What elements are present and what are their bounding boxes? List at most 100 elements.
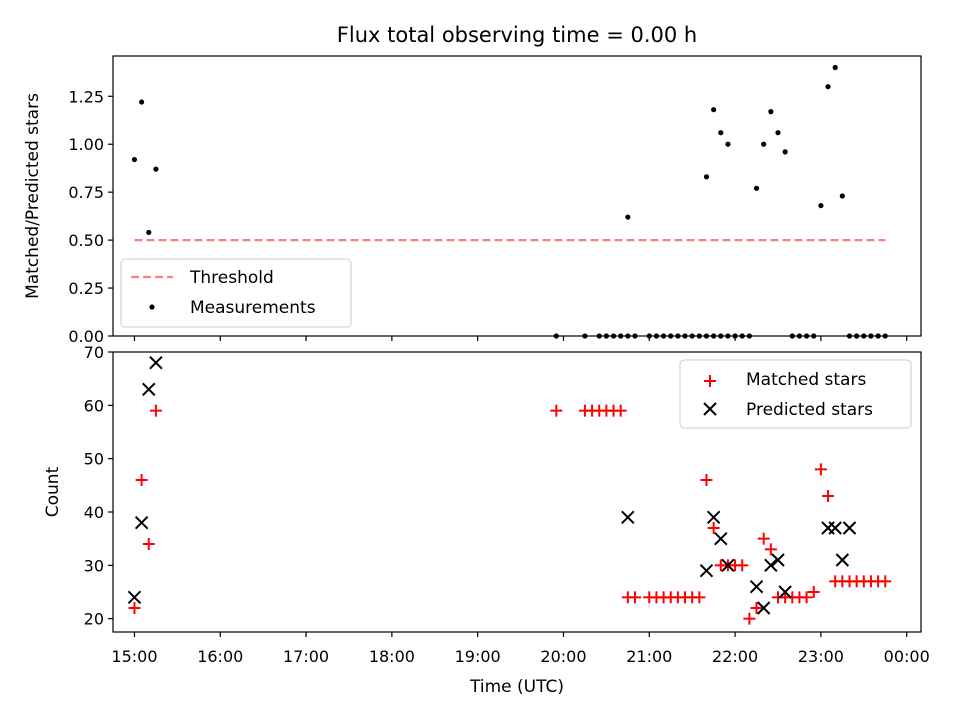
x-tick-label: 21:00: [626, 647, 672, 666]
measurement-point: [753, 185, 760, 191]
y-tick-label: 0.75: [68, 183, 104, 202]
measurement-point: [625, 214, 631, 220]
legend-predicted-label: Predicted stars: [746, 400, 873, 420]
predicted-marker-b: [134, 515, 149, 530]
matched-star-marker: [614, 404, 627, 417]
predicted-star-marker: [778, 585, 792, 599]
predicted-star-marker: [699, 563, 714, 578]
predicted-star-marker: [721, 558, 735, 573]
x-tick-label: 23:00: [798, 647, 844, 666]
legend-matched-swatch: [704, 375, 716, 387]
bottom-plot-area: [127, 355, 892, 625]
predicted-star-marker: [149, 355, 163, 370]
top-legend: Threshold Measurements: [120, 258, 352, 328]
bottom-legend-box: [679, 359, 912, 429]
top-panel: 0.00 0.25 0.50 0.75 1.00 1.25 Matched/Predict…: [23, 55, 922, 346]
measurement-point: [703, 174, 710, 180]
predicted-star-marker: [756, 601, 771, 615]
x-tick-label: 22:00: [712, 647, 758, 666]
matched-star-marker: [135, 474, 148, 486]
predicted-marker-b: [764, 558, 778, 573]
legend-measurements-label: Measurements: [190, 298, 316, 318]
matched-star-marker: [800, 591, 813, 604]
measurement-point: [718, 130, 724, 136]
y-tick-label: 70: [84, 343, 104, 362]
y-tick-label: 30: [84, 556, 104, 575]
measurement-point: [768, 109, 774, 115]
measurement-point: [825, 84, 831, 90]
predicted-star-marker: [127, 590, 142, 605]
top-y-ticks: 0.00 0.25 0.50 0.75 1.00 1.25: [68, 87, 113, 346]
x-tick-label: 15:00: [111, 647, 157, 666]
y-tick-label: 50: [84, 450, 104, 469]
predicted-marker-b: [149, 355, 163, 370]
matched-star-marker: [550, 404, 563, 417]
matched-star-marker: [879, 575, 892, 588]
predicted-marker-b: [621, 510, 635, 525]
y-tick-label: 0.50: [68, 231, 104, 250]
y-tick-label: 1.25: [68, 87, 104, 106]
measurement-point: [146, 229, 152, 236]
matched-star-marker: [700, 474, 713, 486]
matched-star-marker: [750, 602, 763, 614]
matched-star-marker: [736, 559, 749, 572]
predicted-marker-b: [842, 521, 857, 535]
measurement-point: [139, 99, 145, 105]
predicted-marker-b: [778, 585, 792, 599]
measurement-point: [782, 149, 788, 155]
matched-star-marker: [743, 612, 756, 625]
x-tick-label: 00:00: [884, 647, 930, 666]
measurement-point: [775, 130, 781, 136]
matched-star-marker: [149, 404, 162, 417]
y-tick-label: 0.25: [68, 279, 104, 298]
predicted-marker-b: [714, 531, 728, 546]
x-tick-label: 16:00: [197, 647, 243, 666]
predicted-star-marker: [835, 553, 850, 567]
matched-star-marker: [128, 602, 141, 614]
predicted-marker-b: [749, 579, 764, 594]
measurement-point: [711, 107, 717, 113]
matched-star-marker: [693, 591, 706, 604]
predicted-marker-b: [771, 553, 785, 567]
bottom-y-axis-label: Count: [43, 466, 63, 517]
y-tick-label: 40: [84, 503, 104, 522]
matched-star-marker: [757, 532, 770, 545]
legend-matched-label: Matched stars: [746, 370, 866, 390]
measurement-point: [832, 64, 838, 71]
bottom-y-ticks: 20 30 40 50 60 70: [84, 343, 113, 629]
x-tick-label: 20:00: [540, 647, 586, 666]
x-tick-label: 17:00: [283, 647, 329, 666]
top-y-axis-label: Matched/Predicted stars: [23, 93, 43, 299]
chart-title: Flux total observing time = 0.00 h: [337, 23, 697, 47]
x-tick-label: 18:00: [369, 647, 415, 666]
predicted-marker-b: [721, 558, 735, 573]
y-tick-label: 20: [84, 610, 104, 629]
y-tick-label: 60: [84, 396, 104, 415]
bottom-panel: 20 30 40 50 60 70 15:00 16:00 17:00 18:00 19:00 20…: [43, 343, 930, 697]
predicted-star-marker: [771, 553, 785, 567]
measurement-point: [725, 141, 731, 147]
top-axes-frame: [112, 55, 922, 337]
predicted-marker-b: [699, 563, 714, 578]
predicted-star-marker: [134, 515, 149, 530]
predicted-star-marker: [142, 382, 156, 397]
y-tick-label: 0.00: [68, 327, 104, 346]
x-axis-label: Time (UTC): [469, 677, 564, 697]
bottom-axes-frame: [112, 351, 922, 633]
matched-star-marker: [142, 538, 155, 550]
measurement-point: [131, 156, 138, 163]
predicted-star-marker: [828, 521, 842, 535]
legend-measurements-swatch: [149, 304, 155, 310]
legend-threshold-label: Threshold: [189, 268, 274, 288]
top-x-ticks: [133, 336, 908, 341]
y-tick-label: 1.00: [68, 135, 104, 154]
measurement-point: [153, 166, 159, 172]
measurement-point: [839, 193, 845, 199]
predicted-star-marker: [714, 531, 728, 546]
predicted-marker-b: [706, 510, 721, 525]
measurement-point: [761, 141, 767, 147]
matched-star-marker: [807, 586, 820, 598]
predicted-star-marker: [706, 510, 721, 525]
top-legend-box: [120, 258, 352, 328]
predicted-marker-b: [127, 590, 142, 605]
